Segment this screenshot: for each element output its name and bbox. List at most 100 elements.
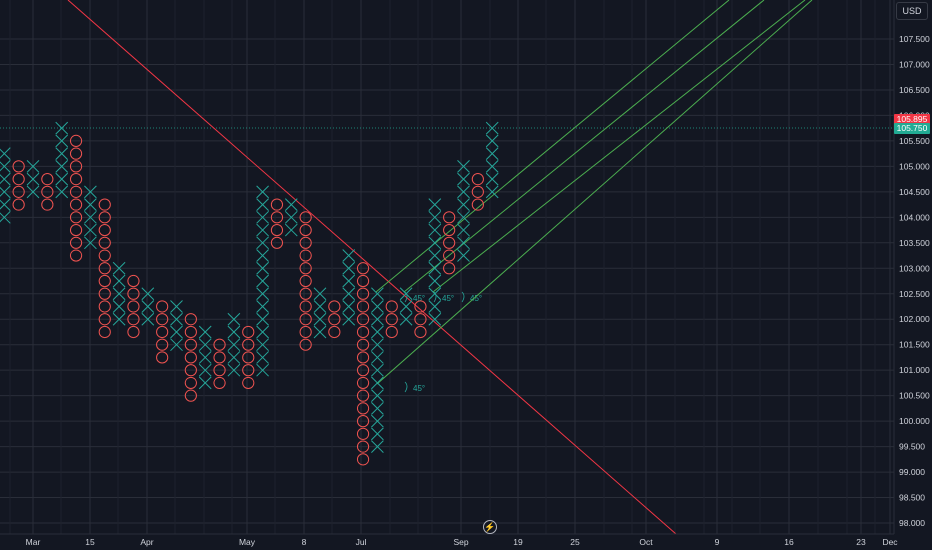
x-mark	[26, 160, 40, 173]
x-mark	[371, 389, 384, 403]
x-mark	[428, 223, 442, 237]
x-mark	[428, 236, 442, 250]
o-mark	[184, 313, 197, 326]
x-mark	[256, 261, 269, 275]
x-mark	[0, 210, 11, 224]
x-mark	[371, 338, 384, 352]
x-mark	[55, 121, 69, 135]
reference-price-badge: 105.750	[894, 123, 930, 134]
o-mark	[356, 453, 370, 466]
x-mark	[227, 325, 241, 339]
o-mark	[299, 249, 312, 262]
x-mark	[428, 261, 442, 275]
x-mark	[170, 312, 183, 326]
o-mark	[156, 325, 169, 339]
x-mark	[342, 312, 356, 326]
o-mark	[328, 313, 341, 326]
x-mark	[399, 300, 413, 313]
x-mark	[399, 287, 413, 301]
o-mark	[12, 198, 25, 211]
x-mark	[371, 325, 384, 339]
o-mark	[356, 351, 370, 364]
o-mark	[242, 351, 255, 364]
o-mark	[414, 300, 427, 313]
price-tick-label: 100.000	[899, 416, 930, 426]
o-mark	[270, 211, 284, 224]
o-mark	[356, 338, 370, 351]
o-mark	[98, 236, 111, 249]
x-mark	[112, 261, 126, 275]
pnf-marks	[0, 121, 499, 466]
x-mark	[342, 300, 356, 313]
o-column	[328, 300, 341, 339]
o-mark	[328, 325, 341, 339]
o-mark	[471, 185, 484, 198]
lightning-icon[interactable]: ⚡	[483, 520, 497, 534]
x-column	[198, 325, 212, 390]
o-mark	[385, 300, 398, 313]
x-mark	[84, 210, 97, 224]
o-mark	[41, 185, 54, 198]
x-mark	[55, 160, 69, 173]
o-mark	[69, 249, 83, 262]
uptrend-line[interactable]	[432, 0, 806, 293]
time-axis[interactable]: Mar 15 Apr May 8 Jul Sep 19 25 Oct 9 16 23 Dec	[0, 533, 898, 547]
o-mark	[242, 325, 255, 339]
uptrend-line[interactable]	[376, 0, 813, 385]
x-mark	[26, 185, 40, 199]
o-mark	[299, 300, 312, 313]
o-mark	[184, 389, 197, 402]
o-mark	[184, 325, 197, 339]
x-mark	[256, 249, 269, 262]
x-mark	[342, 274, 356, 288]
price-tick-label: 103.000	[899, 263, 930, 273]
o-column	[156, 300, 169, 364]
o-mark	[356, 364, 370, 377]
o-mark	[242, 376, 255, 390]
x-mark	[371, 363, 384, 377]
x-mark	[457, 249, 470, 262]
o-mark	[98, 325, 111, 339]
o-mark	[299, 262, 312, 275]
o-mark	[98, 223, 111, 237]
o-mark	[414, 313, 427, 326]
currency-button[interactable]: USD	[896, 2, 928, 20]
price-tick-label: 107.000	[899, 59, 930, 69]
x-mark	[256, 185, 269, 199]
x-mark	[141, 287, 155, 301]
o-mark	[69, 211, 83, 224]
x-mark	[256, 210, 269, 224]
o-column	[414, 300, 427, 339]
o-column	[12, 160, 25, 211]
o-mark	[12, 160, 25, 173]
price-axis[interactable]: 98.000 98.500 99.000 99.500 100.000 100.500 10…	[893, 0, 930, 534]
o-mark	[356, 440, 370, 453]
o-mark	[242, 364, 255, 377]
price-tick-label: 101.500	[899, 340, 930, 350]
price-tick-label: 104.500	[899, 187, 930, 197]
x-mark	[141, 312, 155, 326]
time-tick-label: 16	[784, 537, 794, 547]
x-mark	[371, 414, 384, 428]
time-tick-label: May	[239, 537, 256, 547]
price-tick-label: 103.500	[899, 238, 930, 248]
x-mark	[485, 147, 499, 160]
x-column	[313, 287, 327, 339]
x-mark	[256, 223, 269, 237]
o-mark	[156, 351, 169, 364]
o-mark	[69, 173, 83, 186]
o-mark	[69, 223, 83, 237]
x-mark	[55, 172, 69, 186]
price-tick-label: 105.000	[899, 161, 930, 171]
price-tick-label: 99.500	[899, 442, 925, 452]
x-mark	[313, 312, 327, 326]
x-mark	[84, 223, 97, 237]
x-mark	[84, 236, 97, 250]
downtrend-line[interactable]	[67, 0, 677, 535]
x-mark	[55, 185, 69, 199]
o-mark	[41, 173, 54, 186]
o-mark	[127, 274, 140, 288]
o-mark	[299, 211, 312, 224]
o-mark	[356, 300, 370, 313]
